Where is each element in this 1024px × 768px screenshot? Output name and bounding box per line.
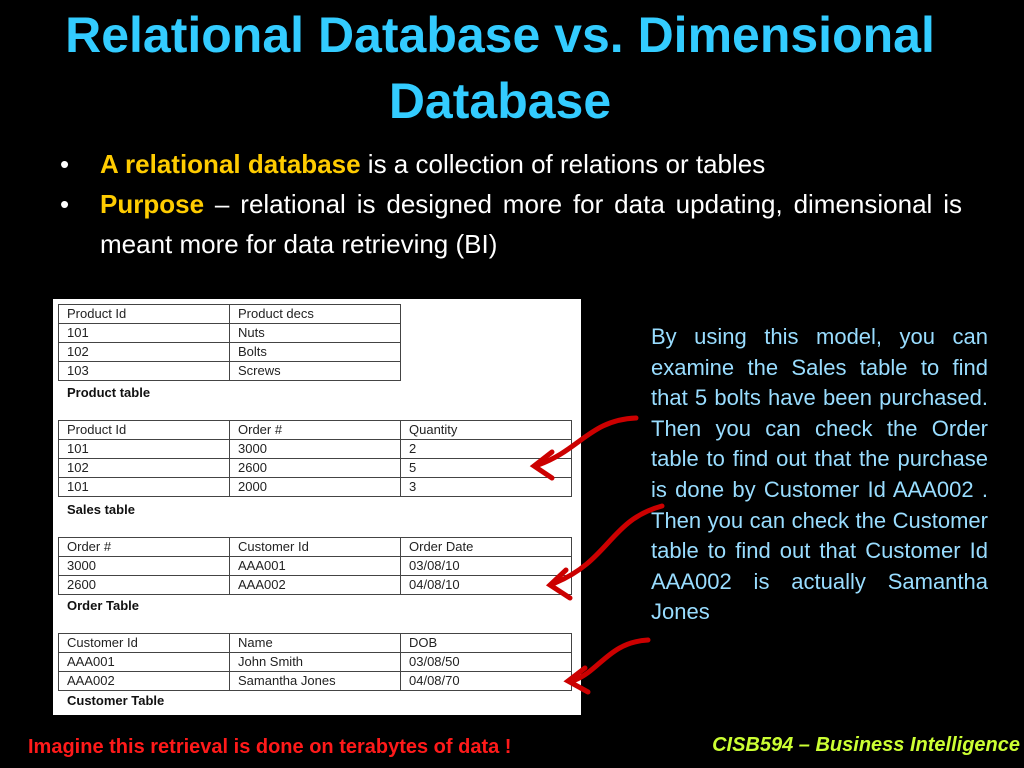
table-cell: Samantha Jones xyxy=(229,671,401,691)
data-table: Product Id Product decs 101 Nuts 102 Bolts 103… xyxy=(58,304,401,381)
table-cell: Bolts xyxy=(229,342,401,362)
table-cell: 102 xyxy=(58,342,230,362)
arrow-to-sales xyxy=(535,415,639,468)
arrow-to-order-head xyxy=(545,567,573,601)
arrow-to-customer xyxy=(572,637,651,683)
table-caption: Customer Table xyxy=(67,693,165,708)
data-table: Product Id Order # Quantity 101 3000 2 102 2600… xyxy=(58,420,572,497)
arrow-to-sales-head xyxy=(529,449,555,481)
arrow-to-customer-head xyxy=(563,665,591,695)
arrow-to-order xyxy=(552,503,665,586)
course-footer: CISB594 – Business Intelligence xyxy=(712,734,1020,756)
data-table: Order # Customer Id Order Date 3000 AAA001 03… xyxy=(58,537,572,595)
table-row: 103 Screws xyxy=(58,361,401,381)
table-cell: 04/08/10 xyxy=(400,575,572,595)
table-row: 102 Bolts xyxy=(58,342,401,362)
table-header-row: Order # Customer Id Order Date xyxy=(58,537,572,557)
table-cell: 2600 xyxy=(58,575,230,595)
bullet-item: • A relational database is a collection o… xyxy=(60,144,962,184)
table-row: 101 2000 3 xyxy=(58,477,572,497)
table-cell: 3 xyxy=(400,477,572,497)
bullet-text: – relational is designed more for data u… xyxy=(100,189,962,259)
table-cell: Customer Id xyxy=(229,537,401,557)
table-cell: 03/08/50 xyxy=(400,652,572,672)
table-row: AAA001 John Smith 03/08/50 xyxy=(58,652,572,672)
table-row: AAA002 Samantha Jones 04/08/70 xyxy=(58,671,572,691)
table-cell: 03/08/10 xyxy=(400,556,572,576)
table-caption: Product table xyxy=(67,385,151,400)
bullet-highlight: A relational database xyxy=(100,149,361,179)
table-cell: Screws xyxy=(229,361,401,381)
bullet-text: is a collection of relations or tables xyxy=(360,149,766,179)
table-row: 3000 AAA001 03/08/10 xyxy=(58,556,572,576)
table-cell: 3000 xyxy=(58,556,230,576)
bullet-icon: • xyxy=(60,189,70,219)
bullet-list: • A relational database is a collection o… xyxy=(60,144,962,264)
slide-title: Relational Database vs. Dimensional Data… xyxy=(65,7,935,129)
bullet-icon: • xyxy=(60,149,70,179)
table-cell: 103 xyxy=(58,361,230,381)
footer-note: Imagine this retrieval is done on teraby… xyxy=(28,736,512,758)
bullet-highlight: Purpose xyxy=(100,189,205,219)
data-table: Customer Id Name DOB AAA001 John Smith 03/08/… xyxy=(58,633,572,691)
table-cell: 102 xyxy=(58,458,230,478)
table-row: 101 Nuts xyxy=(58,323,401,343)
table-cell: Order Date xyxy=(400,537,572,557)
explanation-text: By using this model, you can examine the… xyxy=(651,324,988,625)
table-cell: AAA002 xyxy=(229,575,401,595)
table-header-row: Product Id Order # Quantity xyxy=(58,420,572,440)
table-cell: AAA002 xyxy=(58,671,230,691)
table-caption: Order Table xyxy=(67,598,140,613)
table-header-row: Customer Id Name DOB xyxy=(58,633,572,653)
table-row: 101 3000 2 xyxy=(58,439,572,459)
table-cell: 101 xyxy=(58,477,230,497)
table-cell: 2000 xyxy=(229,477,401,497)
bullet-item: • Purpose – relational is designed more f… xyxy=(60,184,962,264)
table-cell: Product Id xyxy=(58,304,230,324)
table-cell: 04/08/70 xyxy=(400,671,572,691)
table-row: 2600 AAA002 04/08/10 xyxy=(58,575,572,595)
table-caption: Sales table xyxy=(67,502,135,517)
